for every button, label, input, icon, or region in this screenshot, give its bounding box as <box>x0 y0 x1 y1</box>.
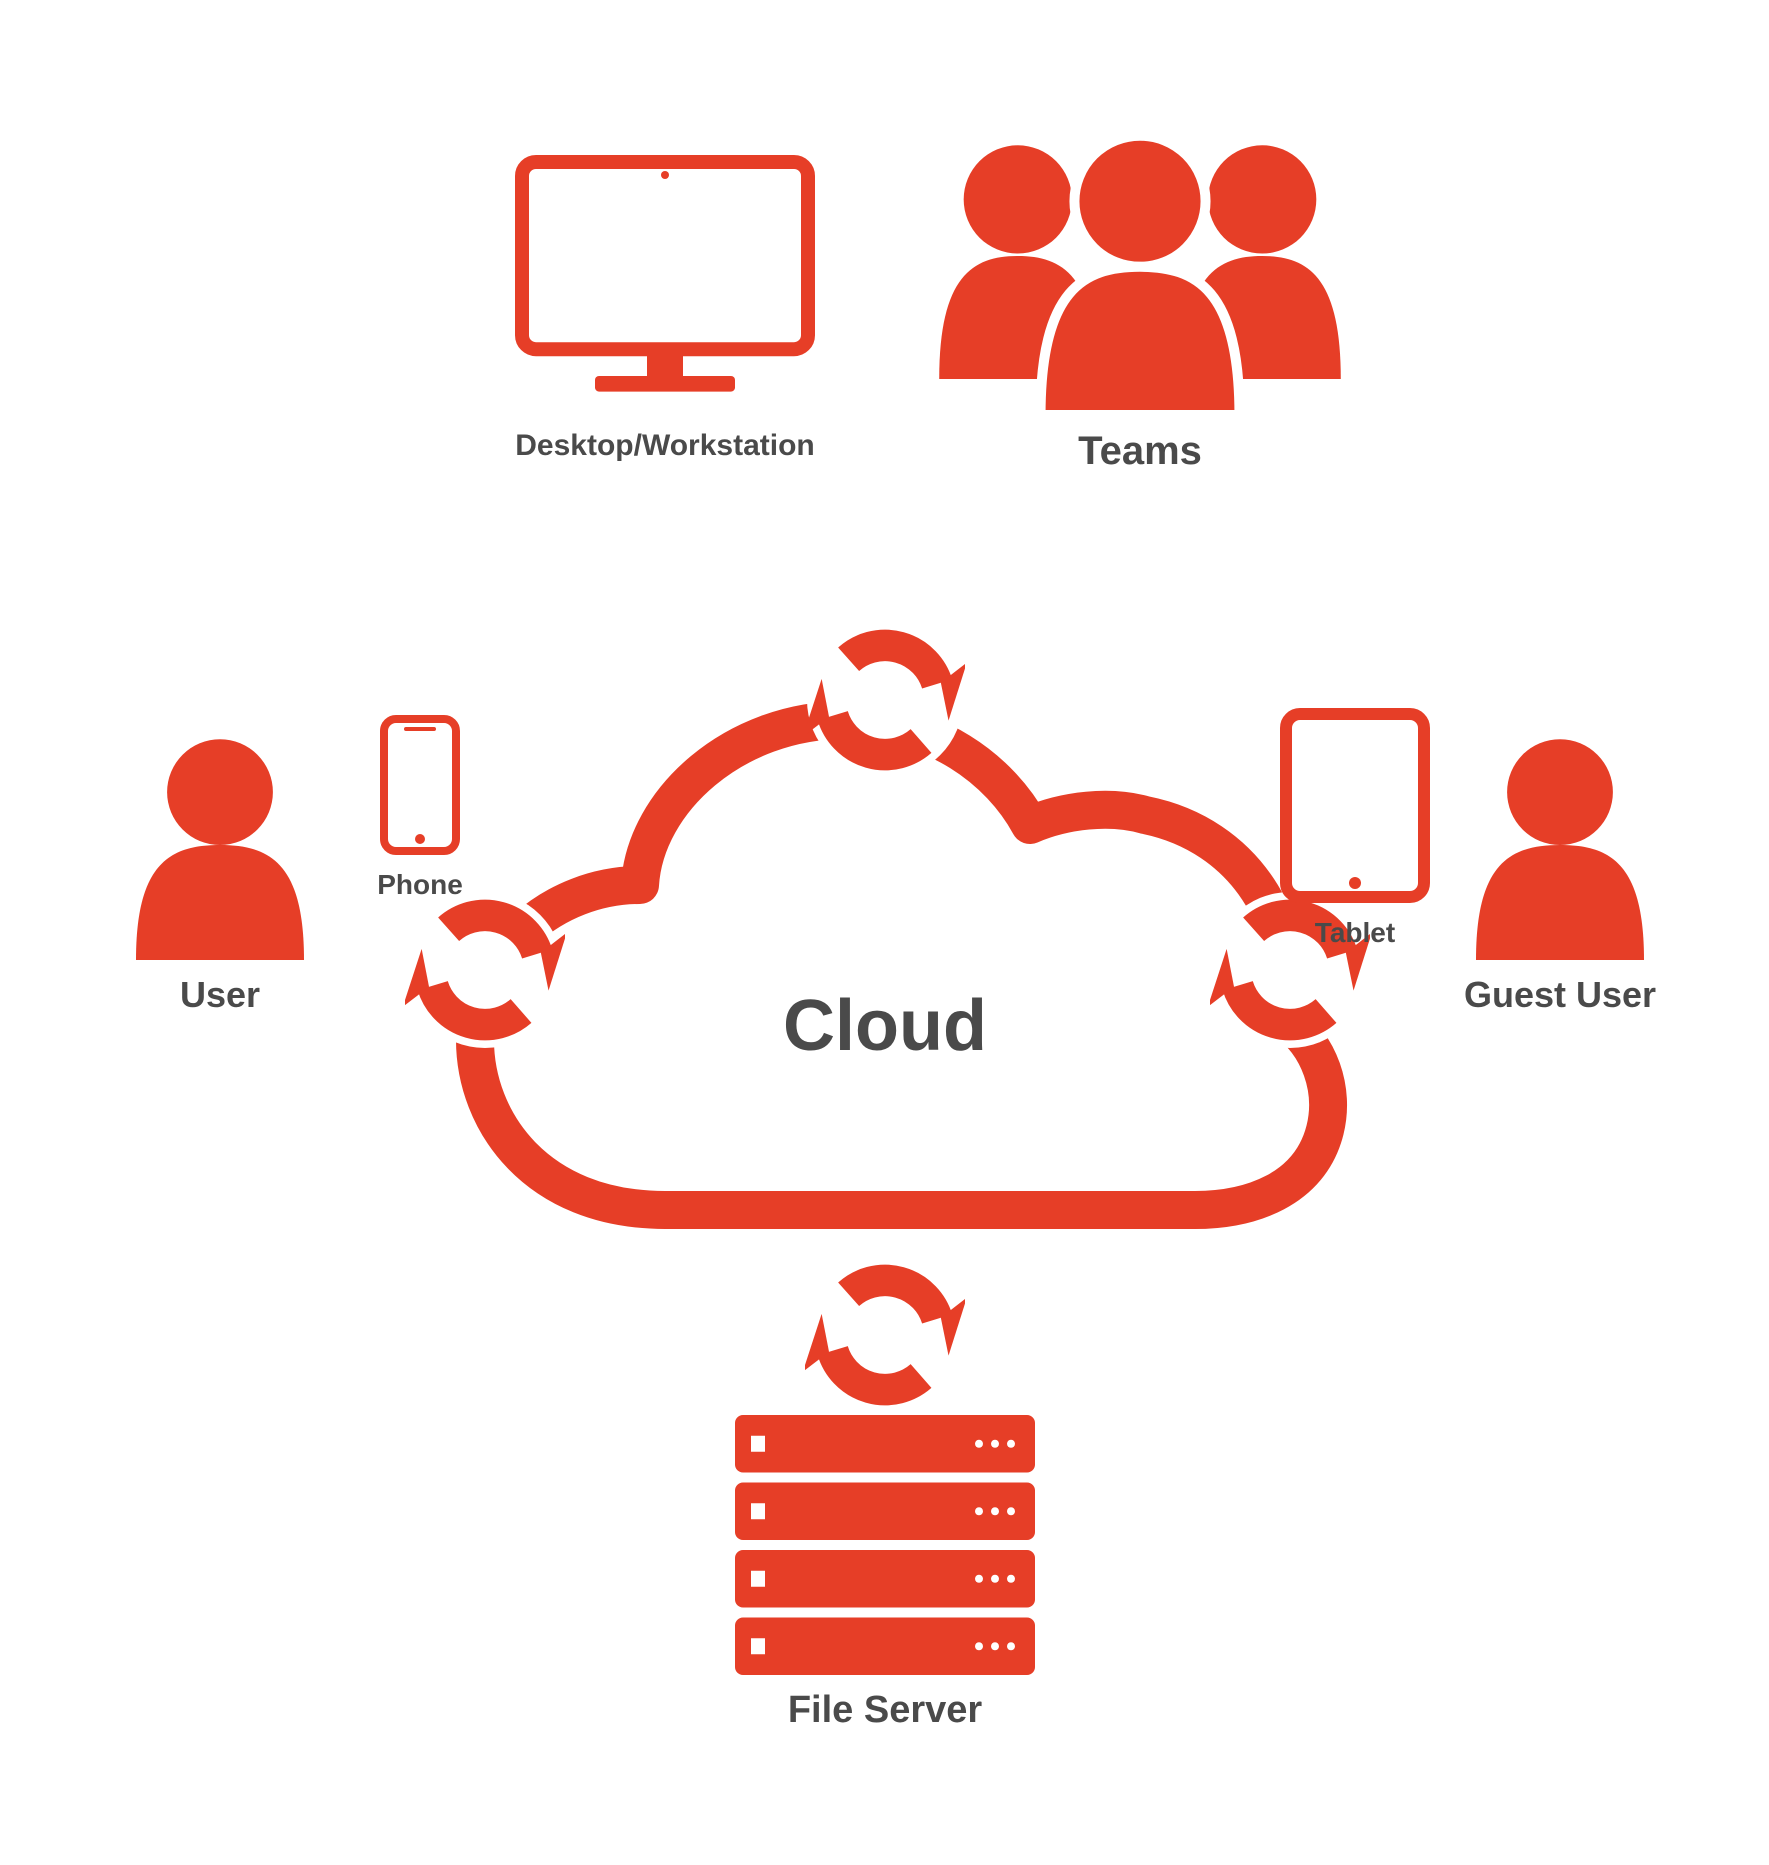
desktop-node: Desktop/Workstation <box>515 155 815 465</box>
desktop-icon <box>515 155 815 415</box>
sync-icon <box>805 1255 965 1415</box>
guest-node: Guest User <box>1430 730 1690 1010</box>
phone-icon <box>380 715 460 855</box>
server-label: File Server <box>735 1689 1035 1732</box>
teams-icon <box>905 115 1375 415</box>
guest-icon <box>1460 730 1660 960</box>
teams-label: Teams <box>905 429 1375 474</box>
server-icon <box>735 1415 1035 1675</box>
teams-node: Teams <box>905 115 1375 465</box>
cloud-label: Cloud <box>685 985 1085 1075</box>
server-node: File Server <box>735 1415 1035 1725</box>
phone-label: Phone <box>290 869 550 901</box>
phone-node: Phone <box>290 715 550 905</box>
guest-label: Guest User <box>1430 974 1690 1016</box>
sync-icon <box>805 620 965 780</box>
sync-icon <box>405 890 565 1050</box>
desktop-label: Desktop/Workstation <box>515 429 815 463</box>
user-label: User <box>90 974 350 1016</box>
tablet-icon <box>1280 708 1430 903</box>
diagram-stage: CloudDesktop/WorkstationTeamsUserPhoneTa… <box>0 0 1769 1865</box>
